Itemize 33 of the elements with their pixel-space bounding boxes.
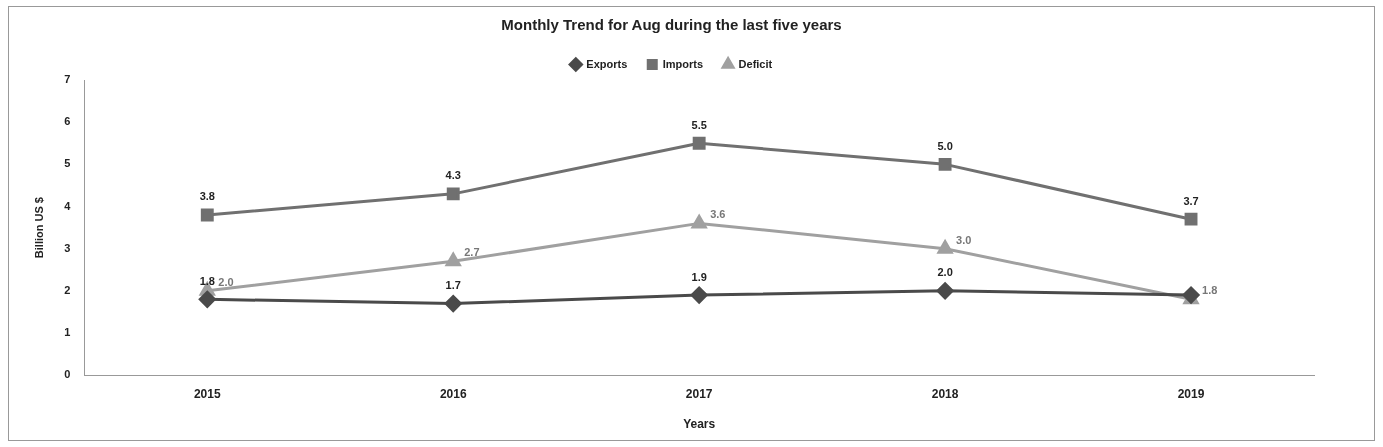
data-label: 5.0 — [937, 139, 953, 152]
x-axis-title: Years — [683, 417, 716, 432]
data-label: 3.0 — [956, 233, 972, 246]
data-label: 5.5 — [691, 118, 707, 131]
data-label: 1.8 — [1202, 284, 1218, 297]
x-tick-label: 2018 — [931, 386, 959, 401]
y-tick-label: 0 — [64, 368, 71, 381]
data-label: 3.8 — [199, 190, 215, 203]
x-tick-label: 2016 — [439, 386, 467, 401]
x-tick-label: 2019 — [1177, 386, 1205, 401]
data-label: 4.3 — [445, 169, 461, 182]
data-label: 2.0 — [218, 275, 234, 288]
data-label: 1.7 — [445, 279, 461, 292]
y-tick-label: 2 — [64, 283, 71, 296]
data-label: 2.0 — [937, 266, 953, 279]
x-tick-label: 2017 — [685, 386, 713, 401]
y-tick-label: 5 — [64, 157, 71, 170]
x-tick-label: 2015 — [193, 386, 221, 401]
y-tick-label: 1 — [64, 326, 71, 339]
data-label: 1.8 — [199, 274, 215, 287]
data-label: 3.7 — [1183, 194, 1199, 207]
y-tick-label: 7 — [64, 73, 71, 86]
data-label: 1.9 — [691, 270, 707, 283]
legend-label: Exports — [586, 57, 628, 70]
legend-label: Imports — [662, 57, 704, 70]
y-tick-label: 6 — [64, 115, 71, 128]
data-label: 2.7 — [464, 246, 480, 259]
y-axis-title: Billion US $ — [32, 197, 45, 259]
chart-title: Monthly Trend for Aug during the last five years — [501, 16, 842, 34]
legend-label: Deficit — [738, 57, 773, 70]
y-tick-label: 4 — [64, 199, 72, 212]
y-tick-label: 3 — [64, 241, 71, 254]
data-label: 3.6 — [710, 208, 726, 221]
